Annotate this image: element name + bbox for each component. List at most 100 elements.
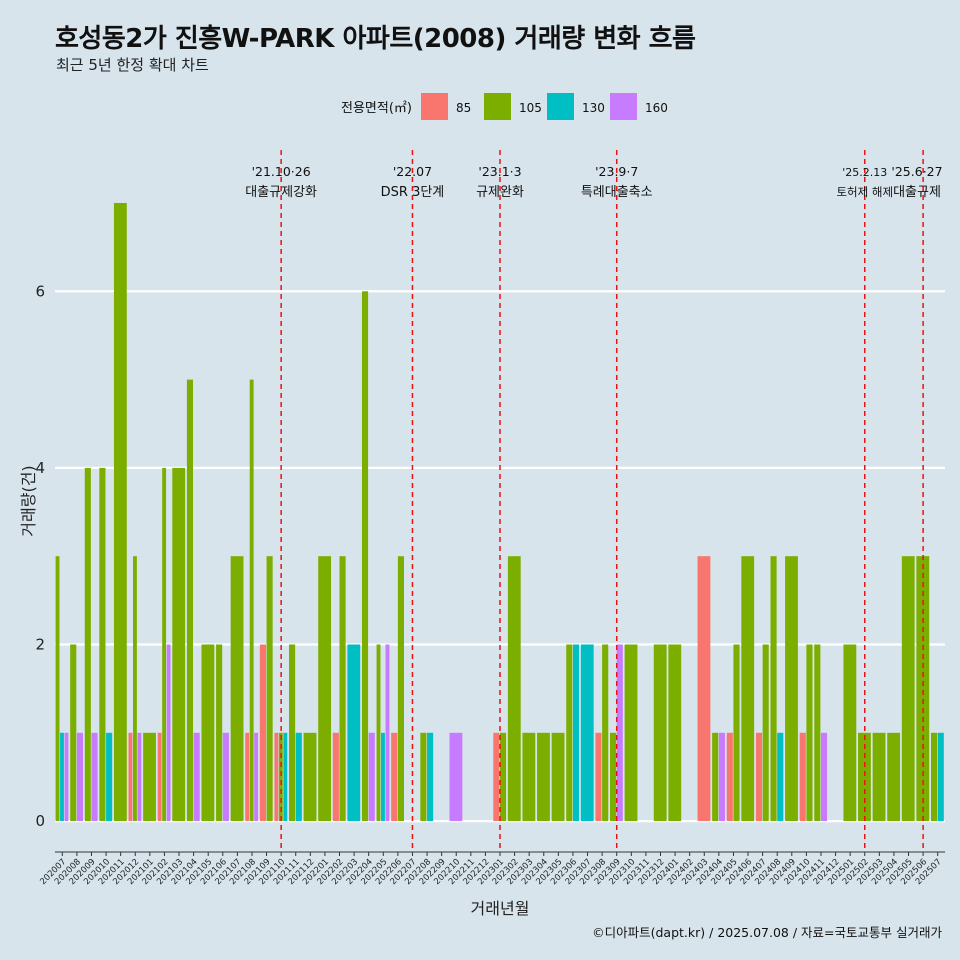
- event-date-label: '23.9·7: [595, 164, 638, 179]
- legend-swatch-160: [610, 93, 637, 120]
- bar-85-202308: [595, 732, 602, 822]
- legend-label-85: 85: [456, 101, 471, 115]
- bar-105-202303: [522, 732, 536, 822]
- bar-105-202409: [785, 556, 798, 822]
- bar-105-202202: [339, 556, 346, 822]
- bar-160-202309: [616, 644, 623, 822]
- bar-105-202401: [668, 644, 682, 822]
- legend-label-160: 160: [645, 101, 668, 115]
- bar-105-202505: [901, 556, 915, 822]
- event-label: 특례대출축소: [581, 185, 653, 200]
- y-tick-label: 2: [35, 635, 45, 653]
- bar-105-202107: [230, 556, 244, 822]
- bar-105-202106: [216, 644, 223, 822]
- bar-105-202302: [507, 556, 521, 822]
- bar-130-202111: [295, 732, 302, 822]
- bar-105-202104: [186, 379, 194, 822]
- bar-130-202306: [572, 644, 580, 822]
- bar-105-202101: [143, 732, 156, 822]
- event-label: 대출규제: [893, 185, 941, 200]
- bar-85-202012: [128, 732, 133, 822]
- bar-105-202410: [806, 644, 813, 822]
- bar-105-202304: [537, 732, 550, 822]
- source-footer: ©디아파트(dapt.kr) / 2025.07.08 / 자료=국토교통부 실…: [592, 925, 942, 940]
- bar-105-202407: [762, 644, 769, 822]
- bar-160-202007: [64, 732, 69, 822]
- bar-85-202108: [245, 732, 250, 822]
- bar-85-202109: [259, 644, 266, 822]
- bar-105-202408: [770, 556, 777, 822]
- bar-85-202110: [274, 732, 279, 822]
- chart-subtitle: 최근 5년 한정 확대 차트: [56, 56, 209, 74]
- bar-130-202208: [427, 732, 434, 822]
- bar-160-202012: [137, 732, 142, 822]
- y-tick-label: 4: [35, 459, 45, 477]
- bar-160-202205: [385, 644, 390, 822]
- bar-105-202506: [916, 556, 930, 822]
- bar-85-202102: [157, 732, 162, 822]
- legend-label-130: 130: [582, 101, 605, 115]
- bar-105-202007: [55, 556, 60, 822]
- bar-160-202009: [91, 732, 98, 822]
- event-label: 규제완화: [476, 185, 524, 200]
- y-tick-label: 0: [35, 812, 45, 830]
- bar-105-202305: [551, 732, 565, 822]
- bar-105-202502: [858, 732, 871, 822]
- legend-title: 전용면적(㎡): [341, 101, 412, 116]
- bar-85-202403: [697, 556, 711, 822]
- bar-105-202404: [712, 732, 719, 822]
- bar-160-202106: [222, 732, 229, 822]
- x-axis-label: 거래년월: [471, 899, 530, 918]
- y-tick-label: 6: [35, 282, 45, 300]
- bar-130-202010: [106, 732, 113, 822]
- bar-105-202112: [303, 732, 317, 822]
- bar-105-202306: [566, 644, 573, 822]
- bar-85-202410: [799, 732, 806, 822]
- legend-swatch-85: [421, 93, 448, 120]
- bar-160-202108: [254, 732, 259, 822]
- bar-105-202206: [397, 556, 404, 822]
- bar-85-202405: [726, 732, 733, 822]
- bar-160-202104: [193, 732, 200, 822]
- bar-105-202012: [133, 556, 137, 822]
- bar-85-202301: [493, 732, 500, 822]
- event-date-label: '25.2.13: [842, 166, 887, 179]
- bar-130-202110: [283, 732, 288, 822]
- bar-85-202407: [755, 732, 763, 822]
- bar-105-202503: [872, 732, 886, 822]
- bar-130-202507: [937, 732, 944, 822]
- bar-105-202010: [99, 467, 106, 822]
- bar-105-202205: [376, 644, 381, 822]
- bar-130-202007: [60, 732, 64, 822]
- event-date-label: '23.1·3: [478, 164, 521, 179]
- bar-85-202206: [391, 732, 398, 822]
- bar-105-202301: [500, 732, 507, 822]
- bar-160-202210: [449, 732, 463, 822]
- bar-105-202406: [741, 556, 755, 822]
- legend-swatch-105: [484, 93, 511, 120]
- bar-105-202009: [84, 467, 91, 822]
- bar-130-202408: [777, 732, 784, 822]
- bar-105-202507: [930, 732, 938, 822]
- y-axis-label: 거래량(건): [19, 465, 38, 536]
- bar-105-202310: [624, 644, 638, 822]
- bar-105-202110: [278, 732, 283, 822]
- event-label: DSR 3단계: [381, 185, 445, 200]
- bar-160-202404: [718, 732, 725, 822]
- bar-105-202501: [843, 644, 857, 822]
- bar-130-202307: [580, 644, 594, 822]
- bar-105-202008: [70, 644, 77, 822]
- event-date-label: '22.07: [393, 164, 432, 179]
- bar-105-202204: [361, 291, 369, 822]
- bar-105-202405: [733, 644, 740, 822]
- event-label: 대출규제강화: [245, 185, 317, 200]
- bar-160-202102: [166, 644, 171, 822]
- bar-105-202201: [318, 556, 332, 822]
- bar-160-202411: [820, 732, 828, 822]
- event-date-label: '25.6·27: [891, 164, 942, 179]
- bar-105-202011: [113, 202, 127, 822]
- bar-105-202108: [249, 379, 254, 822]
- bar-130-202205: [381, 732, 385, 822]
- bar-85-202202: [332, 732, 339, 822]
